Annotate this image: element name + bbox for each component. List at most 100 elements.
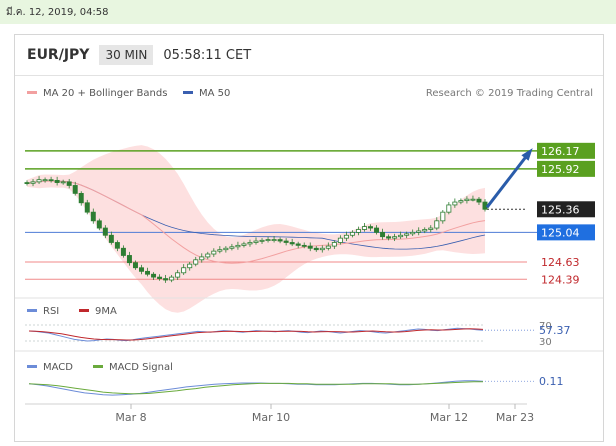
macd-signal-line — [28, 381, 483, 395]
candle-body — [337, 237, 343, 243]
candle-body — [355, 229, 361, 233]
candle — [108, 231, 114, 245]
rsi-value-label: 57.37 — [539, 324, 571, 337]
price-tag-label: 124.63 — [541, 256, 580, 269]
candle — [349, 230, 355, 238]
candle-body — [440, 211, 446, 222]
symbol-label: EUR/JPY — [27, 47, 90, 63]
legend-9ma-swatch — [79, 309, 89, 312]
candle — [440, 210, 446, 224]
candle — [114, 240, 120, 252]
legend-ma20-swatch — [27, 91, 37, 94]
candle — [139, 264, 144, 275]
chart-canvas: MA 20 + Bollinger Bands MA 50 Research ©… — [15, 88, 603, 424]
rsi-tick-label: 30 — [539, 337, 552, 348]
candle-body — [410, 231, 416, 235]
candle — [404, 231, 410, 239]
candle-body — [476, 198, 482, 203]
candle-body — [102, 227, 108, 236]
candle — [169, 274, 175, 283]
candle-body — [199, 256, 205, 261]
price-levels — [25, 150, 537, 280]
candle-body — [96, 220, 102, 229]
price-tag-bg — [537, 160, 595, 177]
candle-body — [404, 233, 410, 236]
candle-body — [60, 181, 66, 184]
price-tag: 125.04 — [537, 224, 595, 241]
candle-body — [120, 247, 126, 256]
candle-body — [151, 273, 157, 278]
price-tag: 125.36 — [537, 201, 595, 218]
candle-body — [361, 226, 367, 230]
bollinger-band — [27, 145, 485, 313]
candle-body — [205, 253, 211, 258]
candle — [132, 260, 138, 270]
candle-body — [30, 181, 36, 184]
candle — [247, 239, 253, 247]
candle-body — [235, 244, 241, 248]
candle — [90, 208, 96, 224]
candle-body — [464, 198, 470, 202]
candle-body — [295, 243, 301, 246]
candle-body — [470, 198, 476, 201]
candle-body — [66, 181, 72, 186]
x-tick-label: Mar 8 — [115, 411, 146, 424]
candle-body — [217, 249, 223, 252]
candle-body — [90, 211, 96, 222]
timeframe-button[interactable]: 30 MIN — [99, 45, 154, 65]
price-tag-label: 125.92 — [541, 163, 580, 176]
candle — [416, 227, 422, 236]
candle-body — [446, 204, 452, 213]
candle-body — [48, 179, 54, 182]
candle — [289, 238, 295, 247]
candle — [217, 246, 223, 254]
candle — [410, 229, 416, 236]
candle — [163, 274, 169, 283]
candle-body — [247, 242, 253, 245]
candle — [205, 251, 211, 260]
candle-body — [229, 246, 235, 249]
candle-body — [313, 247, 319, 251]
candle — [96, 218, 102, 231]
candle-body — [84, 202, 90, 213]
price-tag: 125.92 — [537, 160, 595, 177]
candle — [355, 226, 361, 236]
candle-body — [289, 242, 295, 245]
candle — [422, 227, 428, 234]
candle-body — [331, 242, 337, 247]
candle — [84, 199, 90, 215]
legend-macd-label: MACD — [43, 362, 73, 373]
candle — [151, 272, 157, 281]
legend-ma50-swatch — [183, 91, 193, 94]
candle — [235, 241, 241, 250]
legend-9ma-label: 9MA — [95, 306, 117, 317]
candle — [259, 238, 265, 244]
candle — [66, 178, 72, 189]
candle — [313, 246, 319, 252]
candle — [398, 231, 404, 239]
candle — [223, 246, 229, 253]
candle-body — [42, 179, 48, 182]
candle-body — [163, 278, 169, 281]
x-tick-label: Mar 23 — [496, 411, 534, 424]
candle — [102, 225, 108, 239]
candle — [343, 231, 349, 242]
candle — [434, 217, 440, 231]
candle — [331, 240, 337, 249]
legend-ma50-label: MA 50 — [199, 88, 230, 99]
candle — [325, 242, 331, 251]
candle-body — [343, 234, 349, 239]
projection-arrow — [485, 148, 533, 209]
macd-line — [28, 380, 484, 396]
candle-body — [193, 259, 199, 265]
chart-header: EUR/JPY 30 MIN 05:58:11 CET — [27, 44, 251, 66]
candle-body — [78, 192, 84, 204]
candle — [470, 195, 476, 202]
candle-body — [241, 243, 247, 246]
legend-macd-signal-swatch — [93, 365, 103, 368]
rsi-tick-label: 70 — [539, 321, 552, 332]
candle-body — [54, 180, 60, 183]
candle — [337, 235, 343, 245]
candle — [187, 261, 193, 271]
candle-body — [157, 276, 163, 279]
